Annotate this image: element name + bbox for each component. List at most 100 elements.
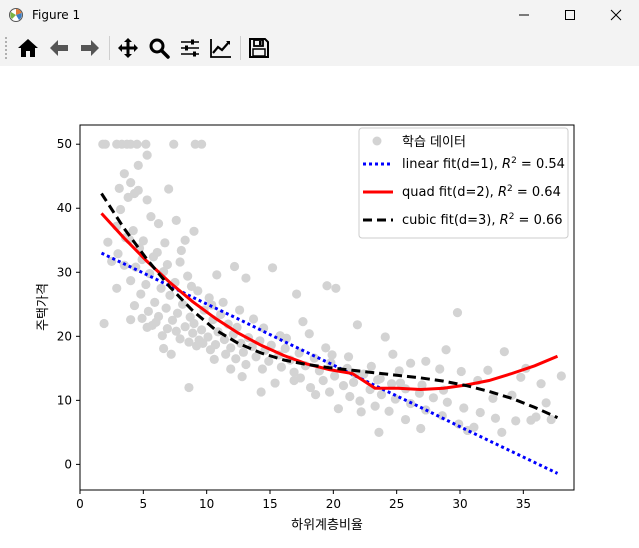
window-title-bar: Figure 1 xyxy=(0,0,639,30)
scatter-point xyxy=(456,366,466,377)
x-tick-label: 35 xyxy=(516,497,531,511)
back-button[interactable] xyxy=(45,34,73,62)
scatter-point xyxy=(304,329,314,339)
save-icon xyxy=(249,38,269,58)
scatter-point xyxy=(264,356,274,366)
scatter-point xyxy=(311,389,321,400)
x-tick-label: 20 xyxy=(326,497,341,511)
x-axis: 0 5 10 15 20 25 30 35 xyxy=(76,490,531,511)
scatter-point xyxy=(218,297,228,307)
scatter-point xyxy=(165,290,175,300)
y-axis-label: 주택가격 xyxy=(36,283,51,331)
edit-axis-button[interactable] xyxy=(207,34,235,62)
pan-button[interactable] xyxy=(114,34,142,62)
scatter-point xyxy=(203,332,213,342)
scatter-point xyxy=(142,195,152,205)
scatter-point xyxy=(289,375,299,386)
scatter-point xyxy=(103,237,113,247)
scatter-point xyxy=(204,293,214,303)
scatter-point xyxy=(231,354,241,364)
maximize-button[interactable] xyxy=(547,0,593,30)
y-tick-label: 30 xyxy=(57,265,72,279)
scatter-point xyxy=(526,415,536,425)
scatter-point xyxy=(267,263,278,273)
scatter-point xyxy=(148,252,159,262)
fit-lines-layer xyxy=(100,192,559,475)
scatter-point xyxy=(395,378,406,388)
scatter-point xyxy=(100,139,110,149)
scatter-point xyxy=(349,377,359,388)
scatter-point xyxy=(159,343,169,354)
x-tick-label: 30 xyxy=(452,497,467,511)
scatter-point xyxy=(305,382,316,393)
scatter-point xyxy=(374,427,384,437)
scatter-point xyxy=(160,238,170,248)
scatter-point xyxy=(132,139,142,149)
scatter-point xyxy=(406,358,416,368)
scatter-point xyxy=(380,332,390,342)
scatter-point xyxy=(113,249,123,259)
scatter-point xyxy=(126,139,136,149)
scatter-point xyxy=(352,320,362,330)
close-icon xyxy=(610,9,622,21)
scatter-point xyxy=(197,139,207,149)
scatter-point xyxy=(164,184,174,194)
scatter-point xyxy=(167,315,178,325)
scatter-point xyxy=(146,211,156,222)
scatter-point xyxy=(221,349,231,359)
scatter-point xyxy=(536,379,546,389)
window-title: Figure 1 xyxy=(32,8,81,22)
scatter-point xyxy=(333,404,343,414)
scatter-point xyxy=(281,333,292,343)
figure-canvas[interactable]: 0 5 10 15 20 25 30 35 0 10 20 30 40 50 하위계층비율 주택가격 학… xyxy=(0,66,639,544)
scatter-point xyxy=(276,362,286,372)
home-button[interactable] xyxy=(14,34,42,62)
scatter-point xyxy=(324,387,335,397)
zoom-icon xyxy=(149,38,170,59)
scatter-point xyxy=(259,323,269,333)
forward-button[interactable] xyxy=(76,34,104,62)
scatter-point xyxy=(298,316,308,327)
scatter-point xyxy=(205,345,216,355)
scatter-point xyxy=(133,160,143,170)
scatter-point xyxy=(238,347,248,357)
scatter-point xyxy=(483,365,493,375)
scatter-point xyxy=(189,226,199,236)
forward-arrow-icon xyxy=(81,40,99,56)
scatter-point xyxy=(417,380,427,390)
scatter-point xyxy=(248,314,259,324)
scatter-point xyxy=(388,349,398,359)
scatter-point xyxy=(172,308,183,318)
scatter-point xyxy=(390,394,400,404)
scatter-point xyxy=(115,204,126,215)
scatter-point xyxy=(452,308,463,318)
configure-subplots-icon xyxy=(181,39,199,57)
scatter-point xyxy=(190,139,200,149)
scatter-point xyxy=(180,322,190,332)
y-tick-label: 0 xyxy=(64,457,72,471)
scatter-point xyxy=(345,391,355,402)
scatter-point xyxy=(421,356,431,366)
scatter-point xyxy=(219,334,229,345)
scatter-point xyxy=(330,371,340,381)
scatter-point xyxy=(175,334,185,344)
minimize-button[interactable] xyxy=(501,0,547,30)
zoom-button[interactable] xyxy=(145,34,173,62)
scatter-point xyxy=(441,345,451,355)
x-tick-label: 5 xyxy=(140,497,148,511)
legend: 학습 데이터 linear fit(d=1), R2 = 0.54 quad f… xyxy=(358,127,569,239)
minimize-icon xyxy=(519,14,529,16)
scatter-point xyxy=(322,281,332,291)
scatter-point xyxy=(153,219,164,229)
save-button[interactable] xyxy=(245,34,273,62)
scatter-point xyxy=(188,328,198,338)
toolbar-separator xyxy=(109,36,110,60)
matplotlib-icon xyxy=(9,8,23,22)
scatter-point xyxy=(114,183,124,193)
close-button[interactable] xyxy=(593,0,639,30)
configure-subplots-button[interactable] xyxy=(176,34,204,62)
scatter-point xyxy=(235,305,245,315)
legend-box xyxy=(358,127,569,239)
legend-label-quad: quad fit(d=2), R2 = 0.64 xyxy=(402,184,561,200)
scatter-point xyxy=(189,318,199,329)
